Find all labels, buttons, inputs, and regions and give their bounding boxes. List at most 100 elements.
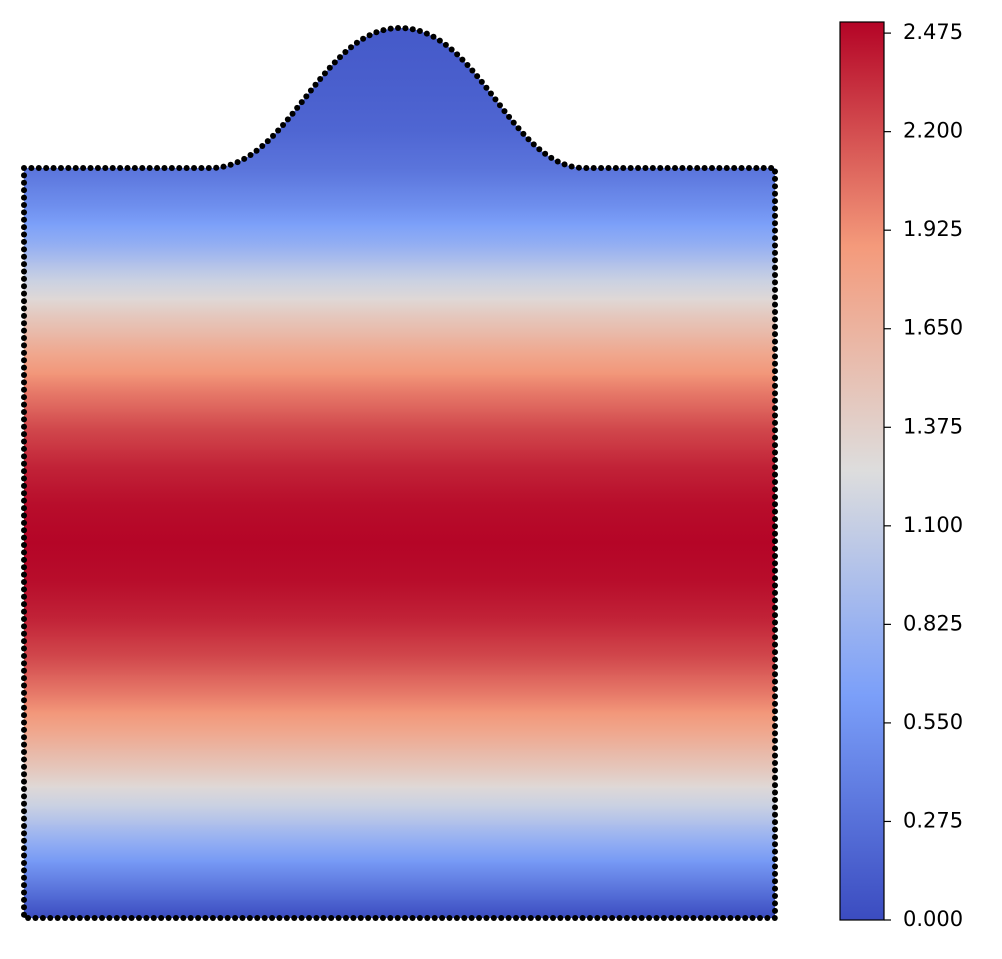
node	[708, 165, 715, 171]
node	[21, 364, 28, 371]
node	[772, 353, 778, 360]
node	[21, 645, 28, 652]
node	[21, 682, 28, 689]
node	[756, 915, 763, 922]
node	[402, 915, 409, 922]
colorbar-tick-label: 1.375	[903, 414, 963, 438]
node	[326, 64, 333, 71]
node	[21, 704, 28, 711]
node	[283, 915, 290, 921]
node	[213, 164, 220, 171]
node	[21, 859, 28, 866]
field-band	[24, 823, 775, 863]
node	[21, 630, 28, 637]
node	[772, 671, 778, 678]
node	[649, 165, 656, 171]
node	[21, 246, 28, 253]
node	[21, 527, 28, 534]
node	[727, 915, 734, 922]
node	[436, 37, 443, 44]
node	[598, 165, 605, 171]
colorbar-tick-label: 0.825	[903, 611, 963, 635]
node	[135, 915, 142, 921]
node	[264, 138, 271, 145]
node	[143, 915, 150, 921]
field-band	[24, 561, 775, 600]
node	[21, 556, 28, 563]
node	[772, 804, 778, 811]
field-band	[24, 861, 775, 900]
node	[557, 915, 564, 922]
node	[454, 51, 461, 58]
node	[772, 308, 778, 315]
node	[605, 165, 612, 171]
node	[772, 382, 778, 389]
node	[771, 915, 778, 922]
node	[21, 490, 28, 497]
node	[772, 767, 778, 774]
node	[772, 442, 778, 449]
node	[772, 294, 778, 301]
node	[21, 320, 28, 327]
node	[21, 445, 28, 452]
node	[21, 327, 28, 334]
node	[21, 771, 28, 778]
node	[21, 238, 28, 245]
field-band	[24, 448, 775, 488]
node	[269, 915, 276, 921]
node	[690, 915, 697, 922]
node	[21, 261, 28, 268]
node	[772, 515, 778, 522]
node	[772, 907, 778, 914]
node	[21, 904, 28, 911]
node	[772, 405, 778, 412]
node	[91, 915, 98, 921]
node	[409, 915, 416, 922]
field-band	[24, 186, 775, 225]
node	[275, 127, 282, 134]
node	[21, 423, 28, 430]
node	[510, 119, 517, 126]
node	[21, 298, 28, 305]
node	[772, 338, 778, 345]
node	[492, 96, 499, 103]
node	[21, 564, 28, 571]
node	[772, 545, 778, 552]
node	[21, 172, 27, 179]
node	[21, 593, 28, 600]
node	[246, 915, 253, 921]
node	[158, 915, 165, 921]
node	[548, 154, 555, 161]
node	[331, 59, 338, 66]
node	[768, 165, 775, 171]
node	[653, 915, 660, 922]
node	[448, 46, 455, 53]
node	[253, 147, 260, 154]
node	[772, 501, 778, 508]
node	[21, 601, 28, 608]
node	[478, 78, 485, 85]
node	[772, 345, 778, 352]
node	[439, 915, 446, 922]
node	[202, 915, 209, 921]
node	[353, 39, 360, 46]
node	[380, 27, 387, 34]
node	[772, 575, 778, 582]
node	[660, 915, 667, 922]
node	[21, 438, 28, 445]
node	[21, 830, 28, 837]
node	[772, 175, 779, 182]
node	[772, 848, 778, 855]
field-band	[24, 261, 775, 300]
node	[772, 464, 778, 471]
node	[335, 915, 342, 921]
field-band	[24, 223, 775, 263]
node	[21, 726, 28, 733]
node	[642, 165, 649, 171]
node	[21, 349, 28, 356]
node	[21, 408, 28, 415]
colorbar-tick-label: 0.000	[903, 907, 963, 931]
node	[459, 56, 466, 63]
node	[772, 656, 778, 663]
node	[723, 165, 730, 171]
